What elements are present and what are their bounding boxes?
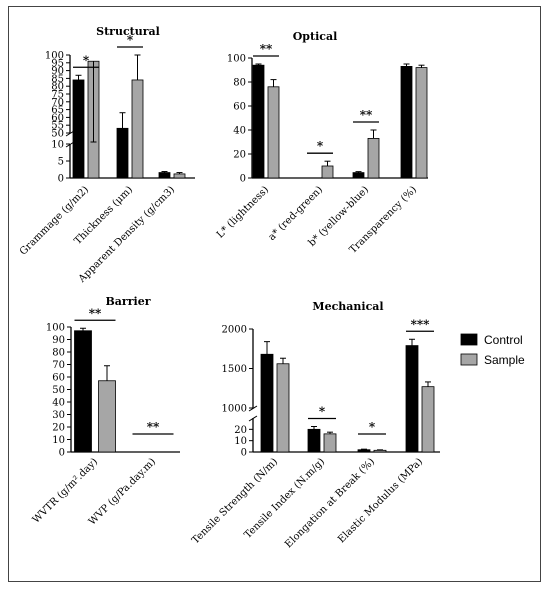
- panel-title: Optical: [293, 30, 338, 43]
- significance-label: *: [317, 139, 324, 153]
- y-tick-label: 10: [234, 436, 247, 447]
- bar-sample: [323, 433, 337, 453]
- y-tick-label: 50: [51, 129, 64, 140]
- y-tick-label: 80: [51, 82, 64, 93]
- bar-control: [72, 79, 85, 179]
- panel-mechanical: Mechanical10001500200001020*****Tensile …: [190, 300, 440, 550]
- y-tick-label: 40: [233, 126, 246, 137]
- significance-label: *: [319, 405, 326, 419]
- y-tick-label: 1500: [222, 364, 247, 375]
- y-tick-label: 100: [46, 323, 65, 334]
- bar-control: [307, 428, 321, 453]
- bar-sample: [321, 165, 334, 179]
- y-tick-label: 70: [52, 360, 65, 371]
- bar-control: [260, 353, 274, 453]
- bar-control: [116, 127, 129, 179]
- bar-sample: [131, 79, 144, 179]
- legend-label-sample: Sample: [484, 353, 525, 367]
- significance-label: *: [127, 33, 134, 47]
- significance-label: **: [147, 420, 160, 434]
- x-tick-label: WVP (g/Pa.day.m): [87, 456, 158, 527]
- legend-swatch-control: [460, 333, 478, 346]
- y-tick-label: 10: [52, 435, 65, 446]
- y-tick-label: 80: [233, 78, 246, 89]
- bar-sample: [173, 173, 186, 179]
- significance-label: **: [360, 108, 373, 122]
- y-tick-label: 60: [51, 113, 64, 124]
- significance-label: *: [369, 420, 376, 434]
- y-tick-label: 20: [233, 150, 246, 161]
- y-tick-label: 60: [233, 102, 246, 113]
- y-tick-label: 90: [52, 335, 65, 346]
- bar-sample: [415, 67, 428, 179]
- y-tick-label: 1000: [222, 404, 247, 415]
- bar-control: [252, 64, 265, 179]
- bar-sample: [421, 386, 435, 453]
- y-tick-label: 65: [51, 105, 64, 116]
- bar-sample: [98, 380, 116, 453]
- y-tick-label: 55: [51, 121, 64, 132]
- y-tick-label: 40: [52, 398, 65, 409]
- x-tick-label: WVTR (g/m².day): [31, 456, 100, 525]
- y-tick-label: 5: [58, 157, 64, 168]
- panel-title: Mechanical: [312, 300, 383, 313]
- axis-break-mark: [248, 405, 258, 412]
- y-tick-label: 30: [52, 410, 65, 421]
- x-tick-label: L* (lightness): [215, 184, 271, 240]
- y-tick-label: 20: [234, 425, 247, 436]
- bar-control: [352, 172, 365, 179]
- panel-title: Structural: [96, 25, 160, 38]
- y-tick-label: 100: [45, 51, 64, 62]
- significance-label: *: [83, 53, 90, 67]
- bar-sample: [267, 86, 280, 179]
- y-tick-label: 2000: [222, 325, 247, 336]
- y-tick-label: 60: [52, 373, 65, 384]
- x-tick-label: Elongation at Break (%): [283, 456, 377, 550]
- significance-label: ***: [411, 317, 431, 331]
- y-tick-label: 75: [51, 90, 64, 101]
- bar-sample: [367, 137, 380, 179]
- bar-sample: [373, 449, 387, 453]
- panel-structural: Structural505560657075808590951000510**G…: [18, 25, 195, 285]
- y-tick-label: 50: [52, 385, 65, 396]
- panel-title: Barrier: [106, 295, 151, 308]
- bar-control: [405, 345, 419, 453]
- legend-label-control: Control: [484, 333, 523, 347]
- legend-swatch-sample: [460, 353, 478, 366]
- y-tick-label: 70: [51, 97, 64, 108]
- significance-label: **: [260, 42, 273, 56]
- y-tick-label: 0: [240, 174, 246, 185]
- y-tick-label: 95: [51, 58, 64, 69]
- significance-label: **: [89, 306, 102, 320]
- legend: Control Sample: [460, 333, 525, 367]
- x-tick-label: Tensile Index (N.m/g): [242, 456, 327, 541]
- y-tick-label: 85: [51, 74, 64, 85]
- axis-break-mark: [248, 415, 258, 422]
- x-tick-label: Elastic Modulus (MPa): [336, 456, 425, 545]
- bar-control: [357, 449, 371, 453]
- y-tick-label: 80: [52, 348, 65, 359]
- bar-control: [74, 330, 92, 453]
- y-tick-label: 0: [58, 174, 64, 185]
- y-tick-label: 90: [51, 66, 64, 77]
- y-tick-label: 20: [52, 423, 65, 434]
- y-tick-label: 100: [227, 54, 246, 65]
- bar-sample: [276, 363, 290, 453]
- y-tick-label: 10: [51, 140, 64, 151]
- y-tick-label: 0: [59, 448, 65, 459]
- y-tick-label: 0: [241, 448, 247, 459]
- bar-control: [158, 172, 171, 179]
- bar-control: [400, 66, 413, 179]
- x-tick-label: Tensile Strength (N/m): [190, 456, 280, 546]
- figure-frame: [8, 6, 541, 582]
